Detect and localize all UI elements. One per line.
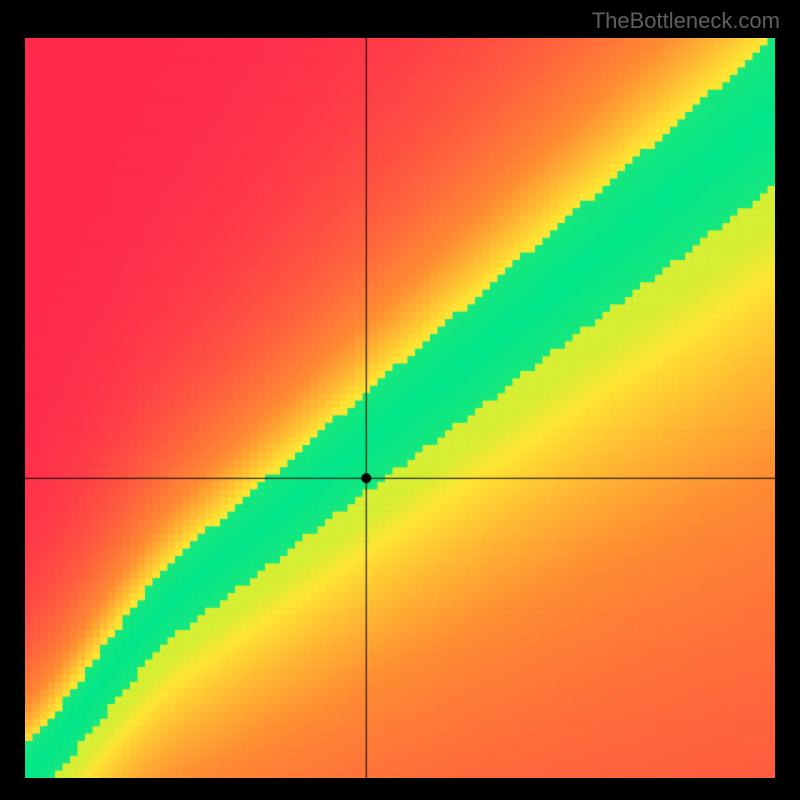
bottleneck-heatmap — [25, 38, 775, 778]
watermark-text: TheBottleneck.com — [592, 8, 780, 34]
